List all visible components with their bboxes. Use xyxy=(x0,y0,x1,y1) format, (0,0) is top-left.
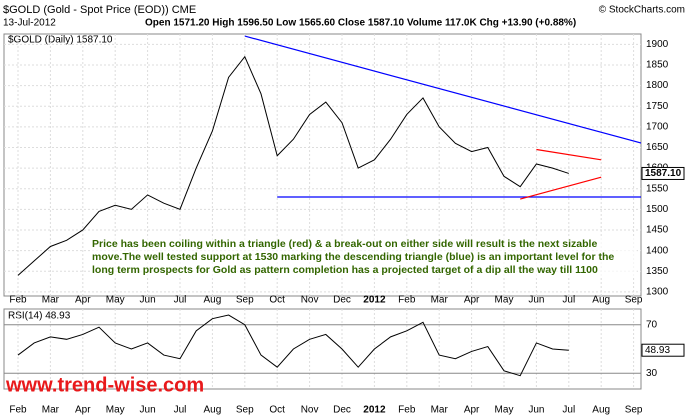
x-tick-label: May xyxy=(495,295,514,306)
date: 13-Jul-2012 xyxy=(3,18,56,29)
x-tick-label: Aug xyxy=(592,405,610,416)
y-tick-label: 1800 xyxy=(646,80,669,91)
x-tick-label: Jun xyxy=(140,295,156,306)
x-tick-label: Feb xyxy=(398,405,416,416)
x-tick-label: Apr xyxy=(464,405,480,416)
x-tick-label: Aug xyxy=(204,295,222,306)
x-tick-label: Apr xyxy=(75,405,91,416)
x-tick-label: Jun xyxy=(528,405,544,416)
x-tick-label: Nov xyxy=(301,405,319,416)
x-tick-label: Oct xyxy=(269,405,285,416)
copyright: © StockCharts.com xyxy=(599,5,685,16)
rsi-panel xyxy=(3,308,642,390)
x-tick-label: Jun xyxy=(140,405,156,416)
x-tick-label: Dec xyxy=(333,295,351,306)
trendline xyxy=(244,35,641,144)
trendline xyxy=(536,148,602,161)
y-tick-label: 1350 xyxy=(646,266,669,277)
y-tick-label: 1900 xyxy=(646,39,669,50)
x-tick-label: May xyxy=(495,405,514,416)
x-tick-label: Sep xyxy=(625,405,643,416)
x-tick-label: Oct xyxy=(269,295,285,306)
y-tick-label: 1750 xyxy=(646,101,669,112)
x-tick-label: Jul xyxy=(174,295,187,306)
watermark: www.trend-wise.com xyxy=(5,374,204,396)
y-tick-label: 1500 xyxy=(646,204,669,215)
y-tick-label: 70 xyxy=(646,319,658,330)
x-tick-label: Apr xyxy=(75,295,91,306)
series-line xyxy=(17,55,569,276)
y-tick-label: 1650 xyxy=(646,142,669,153)
y-tick-label: 1550 xyxy=(646,183,669,194)
x-tick-label: Aug xyxy=(592,295,610,306)
last-value-label: 48.93 xyxy=(645,345,670,356)
x-tick-label: Mar xyxy=(42,295,60,306)
plot-area xyxy=(4,309,641,389)
y-tick-label: 30 xyxy=(646,368,658,379)
stats: Open 1571.20 High 1596.50 Low 1565.60 Cl… xyxy=(145,18,576,29)
annotation-box: Price has been coiling within a triangle… xyxy=(92,238,637,277)
legend: $GOLD (Daily) 1587.10 xyxy=(8,35,113,46)
y-tick-label: 1450 xyxy=(646,225,669,236)
x-tick-label: Jul xyxy=(174,405,187,416)
x-tick-label: Feb xyxy=(398,295,416,306)
plot-area xyxy=(4,34,641,296)
x-tick-label: May xyxy=(106,295,125,306)
x-tick-label: Mar xyxy=(431,295,449,306)
x-tick-label: Aug xyxy=(204,405,222,416)
series-line xyxy=(17,314,569,377)
x-tick-label: Sep xyxy=(236,295,254,306)
x-tick-label: 2012 xyxy=(363,295,386,306)
x-tick-label: Jun xyxy=(528,295,544,306)
x-tick-label: Sep xyxy=(625,295,643,306)
x-tick-label: Feb xyxy=(9,405,27,416)
x-tick-label: Sep xyxy=(236,405,254,416)
y-tick-label: 1700 xyxy=(646,121,669,132)
trendline xyxy=(520,176,602,200)
x-tick-label: Feb xyxy=(9,295,27,306)
x-tick-label: Mar xyxy=(431,405,449,416)
y-tick-label: 1400 xyxy=(646,245,669,256)
y-tick-label: 1300 xyxy=(646,287,669,298)
last-value-box xyxy=(641,166,685,180)
x-tick-label: Apr xyxy=(464,295,480,306)
y-tick-label: 1850 xyxy=(646,60,669,71)
x-tick-label: Jul xyxy=(562,295,575,306)
x-tick-label: 2012 xyxy=(363,405,386,416)
annotation: Price has been coiling within a triangle… xyxy=(92,238,637,277)
rsi-legend: RSI(14) 48.93 xyxy=(8,311,71,322)
x-tick-label: Dec xyxy=(333,405,351,416)
x-tick-label: May xyxy=(106,405,125,416)
x-tick-label: Nov xyxy=(301,295,319,306)
x-tick-label: Mar xyxy=(42,405,60,416)
last-value-label: 1587.10 xyxy=(645,168,682,179)
x-tick-label: Jul xyxy=(562,405,575,416)
symbol: $GOLD (Gold - Spot Price (EOD)) CME xyxy=(3,4,196,16)
last-value-box xyxy=(641,343,685,357)
